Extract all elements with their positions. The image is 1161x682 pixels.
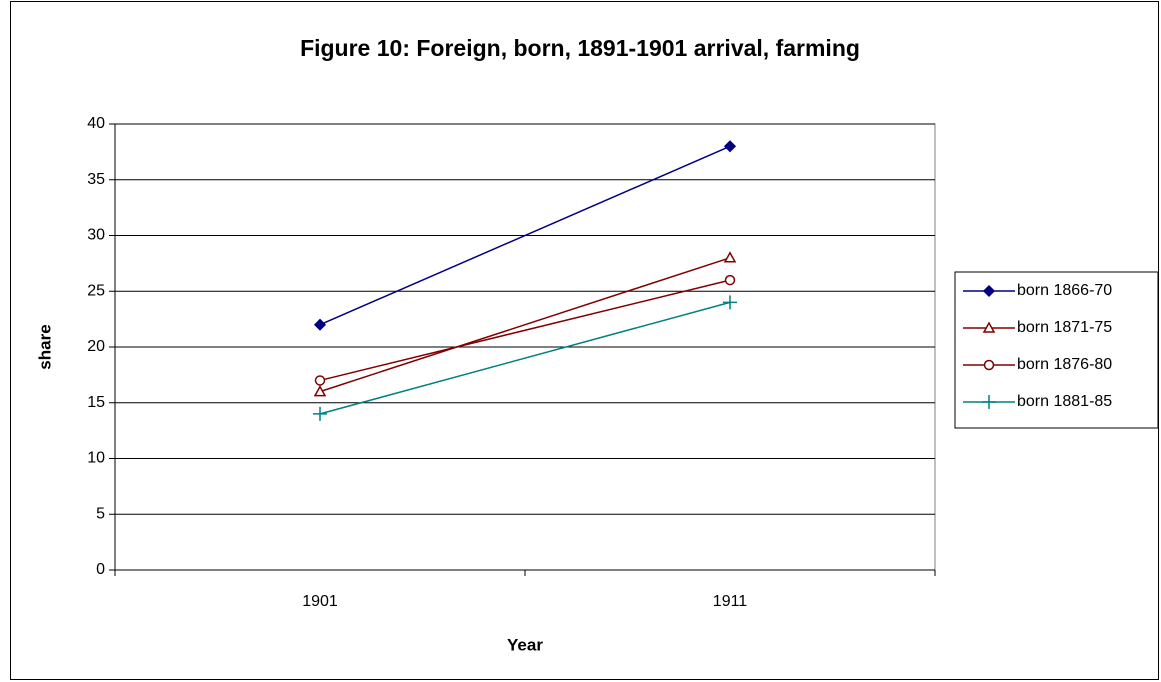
- y-tick-label: 30: [87, 227, 105, 244]
- y-tick-label: 5: [96, 505, 105, 522]
- legend-marker: [983, 359, 995, 371]
- y-tick-label: 10: [87, 450, 105, 467]
- series-line: [319, 279, 731, 382]
- legend-label: born 1881-85: [1017, 393, 1112, 410]
- series-line: [319, 301, 731, 415]
- legend-label: born 1876-80: [1017, 356, 1112, 373]
- marker: [313, 406, 327, 421]
- y-tick-label: 40: [87, 115, 105, 132]
- y-tick-label: 25: [87, 282, 105, 299]
- chart-title: Figure 10: Foreign, born, 1891-1901 arri…: [300, 35, 860, 61]
- marker: [314, 375, 326, 386]
- legend-label: born 1866-70: [1017, 282, 1112, 299]
- marker: [724, 274, 736, 286]
- legend-marker: [982, 395, 996, 409]
- legend-marker: [982, 284, 996, 298]
- series-line: [319, 145, 731, 326]
- legend-marker: [982, 321, 996, 333]
- y-tick-label: 35: [87, 171, 105, 188]
- marker: [723, 140, 737, 153]
- marker: [723, 295, 737, 310]
- marker: [723, 251, 737, 263]
- legend-label: born 1871-75: [1017, 319, 1112, 336]
- y-axis-label: share: [35, 324, 54, 369]
- x-tick-label: 1911: [713, 593, 748, 610]
- y-tick-label: 20: [87, 338, 105, 355]
- series-line: [319, 257, 731, 393]
- marker: [313, 318, 327, 331]
- x-tick-label: 1901: [302, 593, 338, 610]
- marker: [313, 385, 327, 397]
- y-tick-label: 0: [96, 561, 105, 578]
- x-axis-label: Year: [507, 635, 543, 654]
- y-tick-label: 15: [87, 394, 105, 411]
